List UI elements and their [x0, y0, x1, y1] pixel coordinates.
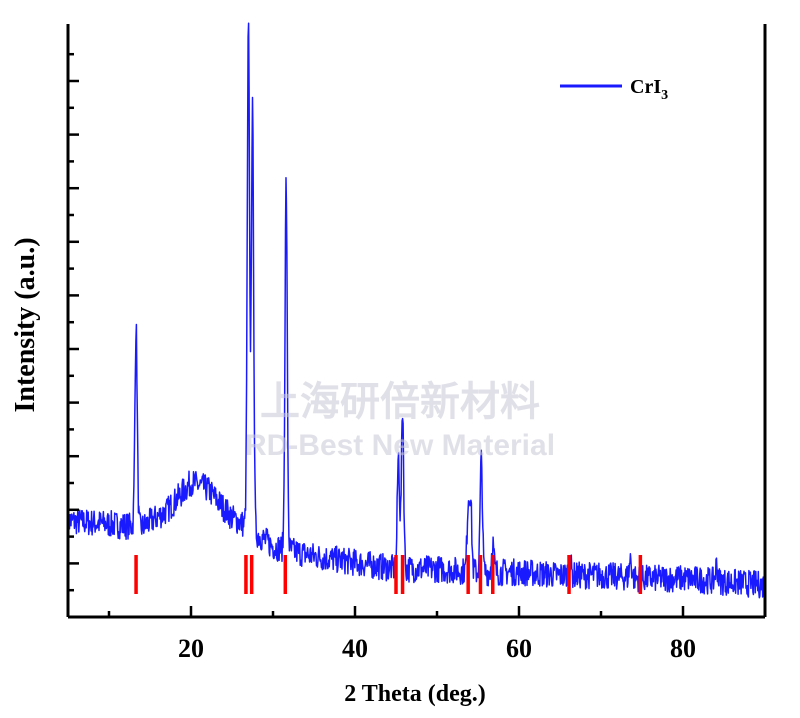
x-tick-label-60: 60 [506, 634, 532, 663]
watermark-english: RD-Best New Material [245, 429, 555, 462]
x-tick-label-80: 80 [670, 634, 696, 663]
reference-lines [134, 555, 643, 594]
y-axis-title: Intensity (a.u.) [10, 237, 41, 412]
crI3-pattern-line [67, 22, 766, 599]
tick-labels: 20 40 60 80 [178, 634, 696, 663]
watermark: 上海研倍新材料 RD-Best New Material [245, 380, 555, 462]
axes [66, 24, 767, 619]
legend: CrI3 [560, 76, 668, 103]
watermark-chinese: 上海研倍新材料 [260, 380, 540, 424]
x-axis-title: 2 Theta (deg.) [344, 681, 486, 707]
x-tick-label-20: 20 [178, 634, 204, 663]
x-tick-label-40: 40 [342, 634, 368, 663]
legend-label: CrI3 [630, 76, 668, 103]
plot-area [67, 22, 766, 599]
